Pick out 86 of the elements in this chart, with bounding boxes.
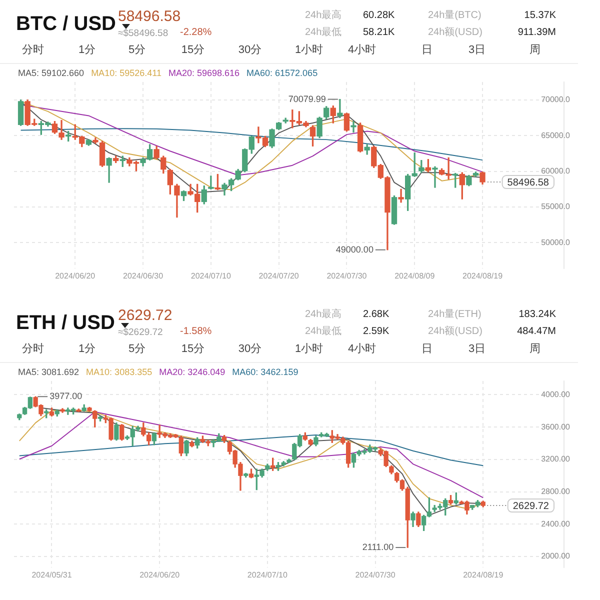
text: 3日 <box>468 44 486 58</box>
y-tick-label: 55000.0 <box>541 202 571 212</box>
text: 30分 <box>238 44 262 58</box>
y-tick-label: 50000.0 <box>541 238 571 247</box>
text: MA60: 3462.159 <box>232 367 298 377</box>
y-tick-label: 2000.00 <box>541 552 571 561</box>
candlestick <box>350 120 356 133</box>
x-tick-label: 2024/07/30 <box>326 271 368 280</box>
text: MA5: 59102.660 <box>18 68 84 78</box>
annotation: 70079.99 <box>288 94 326 104</box>
text: ≈$2629.72 <box>118 327 163 338</box>
text: 2629.72 <box>118 307 172 325</box>
y-tick-label: 70000.0 <box>541 95 571 104</box>
text: 58.21K <box>363 27 395 39</box>
text: 日 <box>422 44 432 58</box>
text: MA10: 3083.355 <box>86 367 152 377</box>
text: 15.37K <box>524 10 556 22</box>
text: 5分 <box>128 343 146 356</box>
y-tick-label: 65000.0 <box>541 130 571 140</box>
text: 分时 <box>22 44 44 58</box>
text: 24h最低 <box>305 27 342 39</box>
candlestick <box>58 120 64 140</box>
text: 24h最高 <box>305 309 342 321</box>
x-tick-label: 2024/08/19 <box>462 271 504 280</box>
text: 周 <box>530 44 540 58</box>
text: 1分 <box>78 44 96 58</box>
y-tick-label: 3600.00 <box>541 422 571 432</box>
x-tick-label: 2024/05/31 <box>32 570 72 580</box>
ref-line-label: 2629.72 <box>512 500 550 512</box>
y-tick-label: 2800.00 <box>541 486 571 496</box>
chart-title: ETH / USD <box>16 311 115 335</box>
chart-title: BTC / USD <box>16 12 116 36</box>
y-tick-label: 4000.00 <box>541 390 571 399</box>
y-tick-label: 60000.0 <box>541 166 571 176</box>
text: -2.28% <box>180 27 212 39</box>
x-tick-label: 2024/07/30 <box>355 570 396 580</box>
text: ≈$58496.58 <box>118 28 168 40</box>
text: 4小时 <box>348 343 376 356</box>
x-tick-label: 2024/06/20 <box>55 271 96 280</box>
text: 24h额(USD) <box>428 27 482 39</box>
text: 24h量(ETH) <box>428 309 482 321</box>
x-tick-label: 2024/06/20 <box>140 570 180 580</box>
text: MA20: 59698.616 <box>168 68 240 78</box>
text: 周 <box>530 343 540 356</box>
text: MA20: 3246.049 <box>159 367 226 377</box>
candlestick <box>432 166 438 188</box>
y-tick-label: 2400.00 <box>541 519 571 528</box>
text: MA5: 3081.692 <box>18 367 80 377</box>
x-tick-label: 2024/07/10 <box>247 570 288 580</box>
candlestick <box>337 98 343 118</box>
text: 1小时 <box>294 44 324 58</box>
text: 2.68K <box>363 309 390 321</box>
text: 4小时 <box>348 44 376 58</box>
text: 15分 <box>181 44 205 58</box>
ref-line-label: 58496.58 <box>507 177 550 188</box>
text: 60.28K <box>363 10 395 22</box>
text: 183.24K <box>518 309 556 321</box>
x-tick-label: 2024/08/09 <box>394 271 436 280</box>
text: 1小时 <box>294 343 324 356</box>
text: 1分 <box>78 343 96 356</box>
text: 15分 <box>181 343 205 356</box>
x-tick-label: 2024/08/19 <box>463 570 504 580</box>
annotation: 3977.00 <box>50 391 82 402</box>
annotation: 49000.00 <box>336 244 374 254</box>
text: 3日 <box>468 343 486 356</box>
text: 30分 <box>238 343 262 356</box>
text: 911.39M <box>518 27 556 39</box>
x-tick-label: 2024/07/10 <box>190 271 232 280</box>
y-tick-label: 3200.00 <box>541 454 571 464</box>
text: MA10: 59526.411 <box>91 68 162 78</box>
text: -1.58% <box>180 326 212 338</box>
text: 5分 <box>128 44 146 58</box>
text: 24h额(USD) <box>428 326 482 338</box>
x-tick-label: 2024/07/20 <box>258 271 300 280</box>
text: 484.47M <box>517 326 556 338</box>
text: 分时 <box>22 343 44 356</box>
x-tick-label: 2024/06/30 <box>122 271 164 280</box>
text: 24h最高 <box>305 10 342 22</box>
text: 日 <box>422 343 432 356</box>
text: MA60: 61572.065 <box>246 68 318 78</box>
candlestick <box>398 188 404 203</box>
text: 24h量(BTC) <box>428 10 482 22</box>
annotation: 2111.00 <box>362 542 394 552</box>
text: 58496.58 <box>118 8 181 26</box>
text: 24h最低 <box>305 326 342 338</box>
text: 2.59K <box>363 326 390 338</box>
